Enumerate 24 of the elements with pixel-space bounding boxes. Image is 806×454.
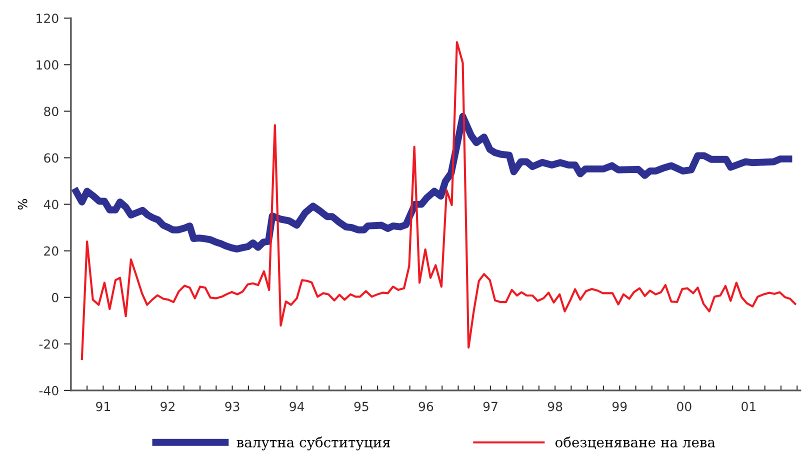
y-tick-label: 40 (44, 200, 58, 210)
x-tick-label: 00 (677, 402, 692, 412)
line-series (80, 41, 796, 360)
y-axis-title: % (18, 199, 28, 210)
x-tick-label: 91 (96, 402, 110, 412)
x-tick-label: 97 (483, 402, 498, 412)
y-tick-label: 20 (44, 246, 58, 256)
y-tick-label: -20 (39, 339, 58, 349)
y-tick-label: -40 (39, 386, 58, 396)
x-tick-label: 96 (418, 402, 434, 412)
y-tick-label: 120 (36, 14, 58, 24)
x-tick-label: 94 (290, 402, 304, 412)
x-tick-label: 92 (160, 402, 174, 412)
legend-label: валутна субституция (236, 436, 390, 450)
x-tick-label: 99 (612, 402, 627, 412)
x-tick-label: 93 (225, 402, 240, 412)
y-tick-label: 80 (44, 106, 58, 116)
x-tick-label: 98 (548, 402, 562, 412)
legend-label: обезценяване на лева (555, 436, 716, 450)
x-tick-label: 95 (354, 402, 368, 412)
y-tick-label: 100 (36, 60, 58, 70)
y-tick-label: 60 (44, 153, 58, 163)
x-tick-label: 01 (742, 402, 756, 412)
y-tick-label: 0 (52, 292, 58, 302)
